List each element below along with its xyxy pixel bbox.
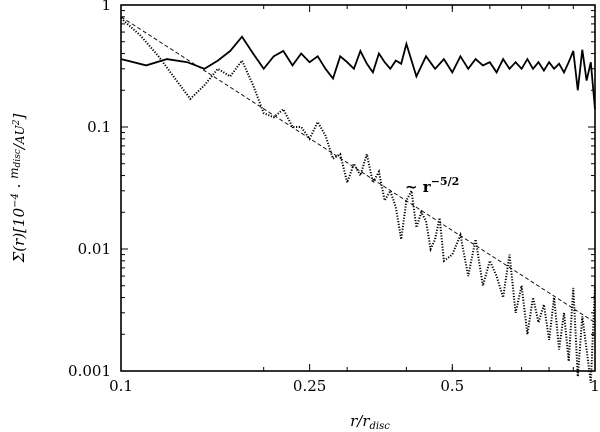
series-line-dashed — [120, 16, 596, 323]
x-tick-label: 0.5 — [440, 377, 464, 395]
x-tick-label: 0.25 — [293, 377, 326, 395]
svg-text:Σ(r)[10−4 · mdisc/AU2]: Σ(r)[10−4 · mdisc/AU2] — [7, 114, 28, 264]
y-tick-label: 0.1 — [87, 118, 111, 136]
x-tick-label: 0.1 — [109, 377, 133, 395]
ticks: 0.1 0.25 0.5 1 0.001 0.01 0.1 1 — [68, 0, 600, 395]
series-line-dotted — [120, 17, 596, 383]
svg-text:~ r−5/2: ~ r−5/2 — [405, 175, 459, 196]
plot-frame — [120, 4, 596, 372]
series-layer — [120, 16, 596, 383]
series-line-solid — [120, 35, 596, 110]
svg-text:r/rdisc: r/rdisc — [350, 412, 390, 432]
x-tick-label: 1 — [590, 377, 600, 395]
y-tick-label: 1 — [101, 0, 111, 14]
x-axis-title: r/rdisc — [350, 412, 390, 432]
annotation-power-law: ~ r−5/2 — [405, 175, 459, 196]
y-tick-label: 0.001 — [68, 362, 111, 380]
y-tick-label: 0.01 — [78, 240, 111, 258]
y-axis-title: Σ(r)[10−4 · mdisc/AU2] — [7, 114, 28, 264]
